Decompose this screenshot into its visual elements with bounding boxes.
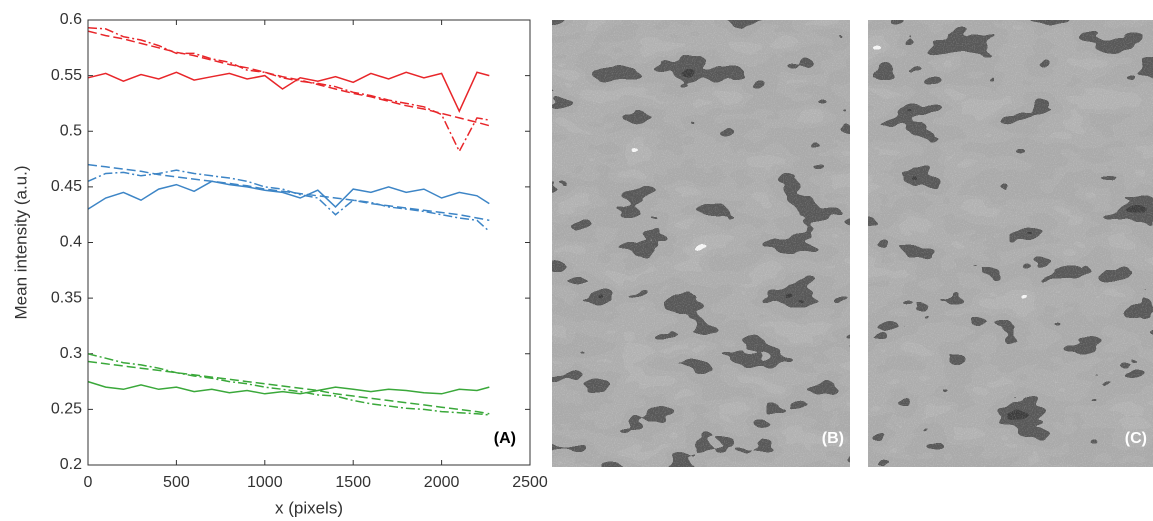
micrograph xyxy=(552,20,850,467)
panel-label: (B) xyxy=(822,430,844,447)
line-series xyxy=(87,30,490,127)
x-axis-label: x (pixels) xyxy=(275,498,343,517)
line-series xyxy=(87,360,490,415)
micrograph xyxy=(868,20,1153,467)
y-tick-label: 0.5 xyxy=(60,122,82,139)
x-tick-label: 2000 xyxy=(424,474,460,491)
plot-frame xyxy=(87,19,531,466)
x-tick-label: 0 xyxy=(84,474,93,491)
y-tick-label: 0.4 xyxy=(60,234,82,251)
y-tick-label: 0.45 xyxy=(51,178,82,195)
y-tick-label: 0.2 xyxy=(60,456,82,473)
y-tick-label: 0.3 xyxy=(60,345,82,362)
line-series xyxy=(87,380,490,395)
line-series xyxy=(87,180,490,210)
x-tick-label: 2500 xyxy=(512,474,548,491)
line-series xyxy=(87,71,490,113)
line-series xyxy=(87,169,490,232)
y-axis-label: Mean intensity (a.u.) xyxy=(11,165,30,319)
y-tick-label: 0.6 xyxy=(60,11,82,28)
panel-label: (C) xyxy=(1125,430,1147,447)
y-tick-label: 0.55 xyxy=(51,67,82,84)
y-tick-label: 0.35 xyxy=(51,289,82,306)
x-tick-label: 1000 xyxy=(247,474,283,491)
x-tick-label: 1500 xyxy=(335,474,371,491)
y-tick-label: 0.25 xyxy=(51,401,82,418)
line-series xyxy=(87,353,490,416)
line-series xyxy=(87,27,490,153)
x-tick-label: 500 xyxy=(163,474,190,491)
panel-label: (A) xyxy=(494,430,516,447)
